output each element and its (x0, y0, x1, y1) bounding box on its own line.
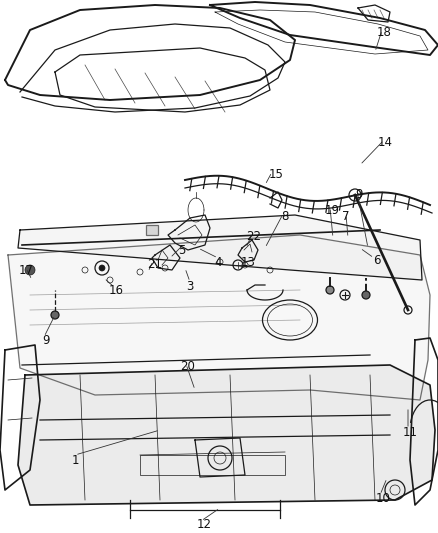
Text: 8: 8 (281, 211, 289, 223)
Text: 10: 10 (375, 491, 390, 505)
Text: 19: 19 (325, 204, 339, 216)
Text: 5: 5 (178, 244, 186, 256)
Polygon shape (18, 365, 435, 505)
Polygon shape (8, 235, 430, 400)
FancyBboxPatch shape (146, 225, 158, 235)
Text: 22: 22 (247, 230, 261, 244)
Text: 13: 13 (240, 255, 255, 269)
Text: 1: 1 (71, 454, 79, 466)
Circle shape (326, 286, 334, 294)
Text: 12: 12 (197, 518, 212, 530)
Text: 4: 4 (214, 255, 222, 269)
Text: 14: 14 (378, 136, 392, 149)
Text: 15: 15 (268, 168, 283, 182)
Text: 17: 17 (18, 264, 33, 278)
Circle shape (99, 265, 105, 271)
Text: 9: 9 (355, 188, 363, 200)
Text: 21: 21 (148, 257, 162, 271)
Polygon shape (18, 215, 422, 280)
Text: 3: 3 (186, 280, 194, 294)
Text: 7: 7 (342, 211, 350, 223)
Circle shape (362, 291, 370, 299)
Text: 20: 20 (180, 360, 195, 374)
Text: 11: 11 (403, 425, 417, 439)
Text: 18: 18 (377, 27, 392, 39)
Text: 16: 16 (109, 284, 124, 296)
Text: 9: 9 (42, 334, 50, 346)
Text: 6: 6 (373, 254, 381, 268)
Circle shape (25, 265, 35, 275)
Circle shape (51, 311, 59, 319)
